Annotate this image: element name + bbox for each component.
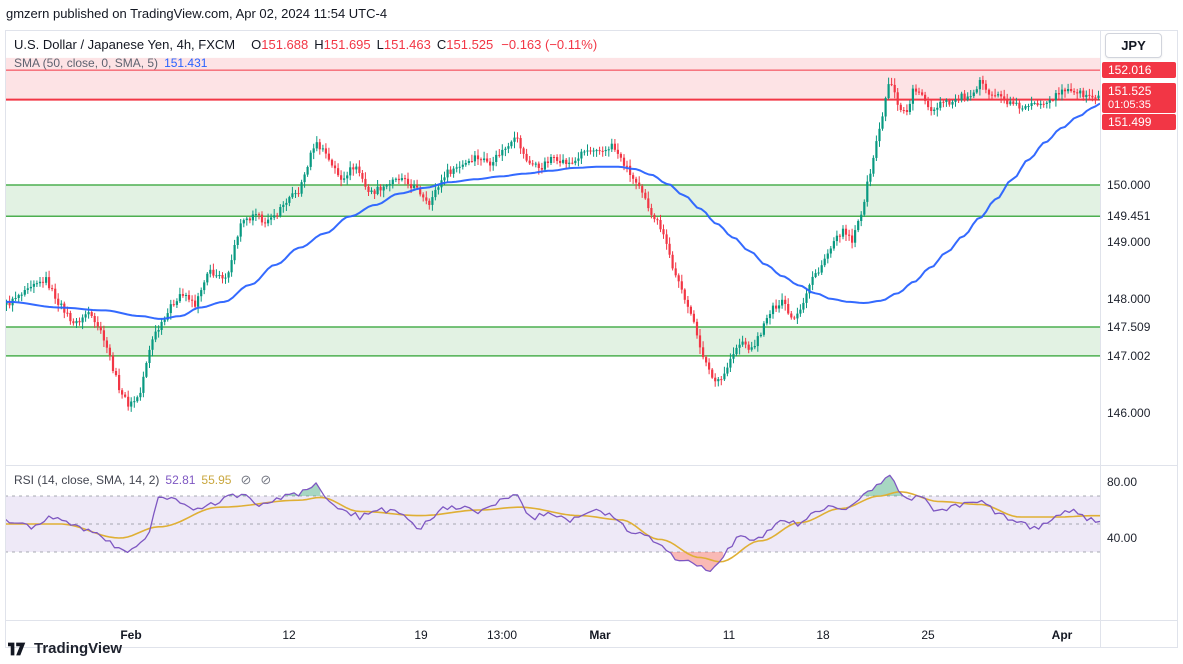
tradingview-wordmark[interactable]: TradingView [34,640,123,657]
rsi-legend[interactable]: RSI (14, close, SMA, 14, 2) 52.81 55.95 ⊘ ⊘ [14,472,271,488]
price-change: −0.163 (−0.11%) [501,37,598,52]
price-axis-label: 151.525 01:05:35 [1102,83,1176,113]
price-axis[interactable]: 152.016 151.525 01:05:35 151.499 150.000 149.… [1100,30,1178,620]
high-value: 151.695 [323,37,371,52]
rsi-sma-value: 55.95 [201,473,232,487]
time-axis-label: Apr [1051,628,1073,642]
time-axis-label: 25 [921,628,935,642]
price-axis-label: 151.499 [1102,114,1176,130]
time-axis-label: 19 [414,628,428,642]
chart-legend[interactable]: U.S. Dollar / Japanese Yen, 4h, FXCM O151… [14,37,597,52]
price-axis-label: 152.016 [1102,62,1176,78]
price-axis-label: 150.000 [1107,178,1151,192]
high-label: H [314,37,324,52]
rsi-axis-label: 40.00 [1107,531,1138,545]
open-label: O [251,37,262,52]
tradingview-logo-icon [8,641,28,656]
candle-countdown: 01:05:35 [1108,99,1151,111]
time-axis-label: Feb [120,628,142,642]
sma-label: SMA (50, close, 0, SMA, 5) [14,56,159,70]
footer: TradingView [8,640,122,657]
price-axis-label: 147.509 [1107,320,1151,334]
time-axis[interactable]: Feb 12 19 13:00 Mar 11 18 25 Apr [5,621,1100,648]
rsi-label: RSI (14, close, SMA, 14, 2) [14,473,160,487]
price-axis-label: 146.000 [1107,406,1151,420]
hidden-plot-icon[interactable]: ⊘ [260,472,272,487]
low-value: 151.463 [383,37,431,52]
time-axis-label: 13:00 [486,628,518,642]
symbol-title[interactable]: U.S. Dollar / Japanese Yen, 4h, FXCM [14,37,236,52]
time-axis-label: 18 [816,628,830,642]
sma-value: 151.431 [164,56,208,70]
price-axis-label: 147.002 [1107,349,1151,363]
rsi-value: 52.81 [165,473,196,487]
sma-legend[interactable]: SMA (50, close, 0, SMA, 5) 151.431 [14,56,207,70]
publish-attribution: gmzern published on TradingView.com, Apr… [6,6,388,21]
price-axis-label: 149.000 [1107,235,1151,249]
price-axis-label: 149.451 [1107,209,1151,223]
close-label: C [436,37,447,52]
rsi-axis-label: 80.00 [1107,475,1138,489]
time-axis-label: Mar [589,628,611,642]
close-value: 151.525 [446,37,494,52]
currency-toggle-button[interactable]: JPY [1105,33,1162,58]
time-axis-label: 11 [722,628,736,642]
price-axis-label: 148.000 [1107,292,1151,306]
open-value: 151.688 [261,37,309,52]
time-axis-label: 12 [282,628,296,642]
hidden-plot-icon[interactable]: ⊘ [240,472,252,487]
low-label: L [376,37,384,52]
